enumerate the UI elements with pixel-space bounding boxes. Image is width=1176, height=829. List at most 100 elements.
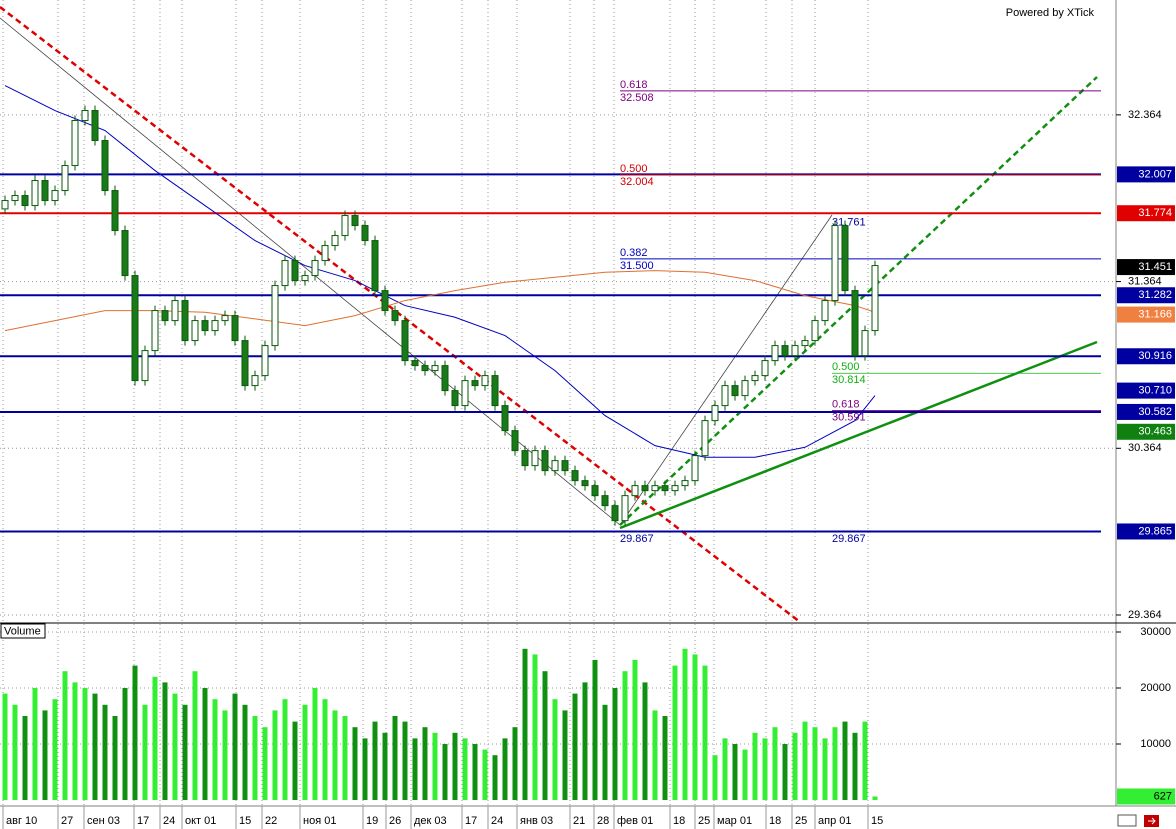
fib-ratio: 0.500 xyxy=(620,163,648,175)
volume-bar xyxy=(782,744,788,800)
x-tick-label: 27 xyxy=(61,815,73,827)
toolbar-icon[interactable] xyxy=(1117,814,1137,827)
candle xyxy=(481,375,489,387)
candle xyxy=(361,225,369,242)
fib-low: 29.867 xyxy=(620,533,654,545)
volume-bar xyxy=(552,699,558,800)
fib-price: 30.814 xyxy=(832,374,866,386)
candle xyxy=(531,450,539,467)
candle xyxy=(571,470,579,482)
x-tick-label: 15 xyxy=(239,815,251,827)
x-tick-label: 25 xyxy=(698,815,710,827)
level-label: 30.463 xyxy=(1138,426,1172,438)
grid xyxy=(0,0,1121,829)
candle xyxy=(291,260,299,282)
level-label-box xyxy=(1117,382,1175,399)
candle xyxy=(341,215,349,237)
volume-bar xyxy=(502,738,508,800)
x-tick-label: 28 xyxy=(597,815,609,827)
candle xyxy=(191,320,199,342)
candle xyxy=(731,385,739,397)
candle xyxy=(311,260,319,277)
volume-bar xyxy=(852,732,858,800)
candle xyxy=(851,290,859,357)
candle xyxy=(1,200,9,210)
volume-bar xyxy=(802,721,808,800)
volume-bar xyxy=(662,716,668,800)
x-tick-label: 22 xyxy=(265,815,277,827)
candle xyxy=(641,485,649,492)
candle xyxy=(841,225,849,292)
level-label-box xyxy=(1117,287,1175,304)
last-volume-label: 627 xyxy=(1154,790,1172,802)
fib-price: 32.004 xyxy=(620,176,654,188)
x-tick-label: 21 xyxy=(573,815,585,827)
volume-bar xyxy=(482,749,488,800)
candle xyxy=(861,330,869,357)
volume-bar xyxy=(122,688,128,800)
candle xyxy=(581,480,589,487)
volume-bar xyxy=(522,648,528,800)
level-label: 31.451 xyxy=(1138,261,1172,273)
volume-bar xyxy=(92,693,98,800)
volume-bar xyxy=(742,749,748,800)
volume-bar xyxy=(222,710,228,800)
volume-bar xyxy=(102,704,108,800)
volume-bar xyxy=(452,732,458,800)
volume-bar xyxy=(362,738,368,800)
candle xyxy=(671,485,679,492)
volume-bar xyxy=(232,693,238,800)
candle xyxy=(431,365,439,372)
volume-bar xyxy=(342,716,348,800)
x-tick-label: 15 xyxy=(871,815,883,827)
candle xyxy=(491,375,499,407)
volume-bar xyxy=(832,727,838,800)
volume-bar xyxy=(772,727,778,800)
level-label-box xyxy=(1117,259,1175,276)
x-tick-label: апр 01 xyxy=(818,815,851,827)
candle xyxy=(631,485,639,497)
volume-bar xyxy=(752,732,758,800)
candle xyxy=(801,340,809,347)
candle xyxy=(611,505,619,522)
level-label: 31.166 xyxy=(1138,308,1172,320)
candle xyxy=(761,360,769,377)
level-label: 31.774 xyxy=(1138,207,1172,219)
y-tick-label: 31.364 xyxy=(1128,275,1162,287)
volume-bar xyxy=(352,727,358,800)
level-label-box xyxy=(1117,403,1175,420)
x-tick-label: янв 03 xyxy=(520,815,553,827)
volume-bar xyxy=(442,744,448,800)
candle xyxy=(741,380,749,397)
candle xyxy=(11,195,19,202)
x-tick-label: 25 xyxy=(795,815,807,827)
volume-bar xyxy=(602,704,608,800)
candle xyxy=(71,120,79,167)
candle xyxy=(461,380,469,407)
fib-price: 30.591 xyxy=(832,411,866,423)
fib-ratio: 0.382 xyxy=(620,247,648,259)
x-tick-label: ноя 01 xyxy=(303,815,336,827)
y-tick-label: 32.364 xyxy=(1128,109,1162,121)
volume-bar xyxy=(652,710,658,800)
level-label-box xyxy=(1117,166,1175,183)
x-tick-label: 18 xyxy=(769,815,781,827)
volume-bar xyxy=(72,682,78,800)
candle xyxy=(21,195,29,207)
level-label: 32.007 xyxy=(1138,168,1172,180)
candle xyxy=(411,360,419,367)
volume-bar xyxy=(812,727,818,800)
volume-bar xyxy=(562,710,568,800)
moving-average xyxy=(4,85,876,458)
volume-bar xyxy=(842,721,848,800)
candle xyxy=(271,285,279,347)
fib-price: 32.508 xyxy=(620,92,654,104)
candle xyxy=(771,345,779,362)
candle xyxy=(331,235,339,247)
candle xyxy=(321,245,329,262)
candle xyxy=(51,190,59,202)
fib-ratio: 0.618 xyxy=(832,398,860,410)
y-tick-label: 29.364 xyxy=(1128,609,1162,621)
volume-bar xyxy=(582,682,588,800)
candle xyxy=(351,215,359,227)
